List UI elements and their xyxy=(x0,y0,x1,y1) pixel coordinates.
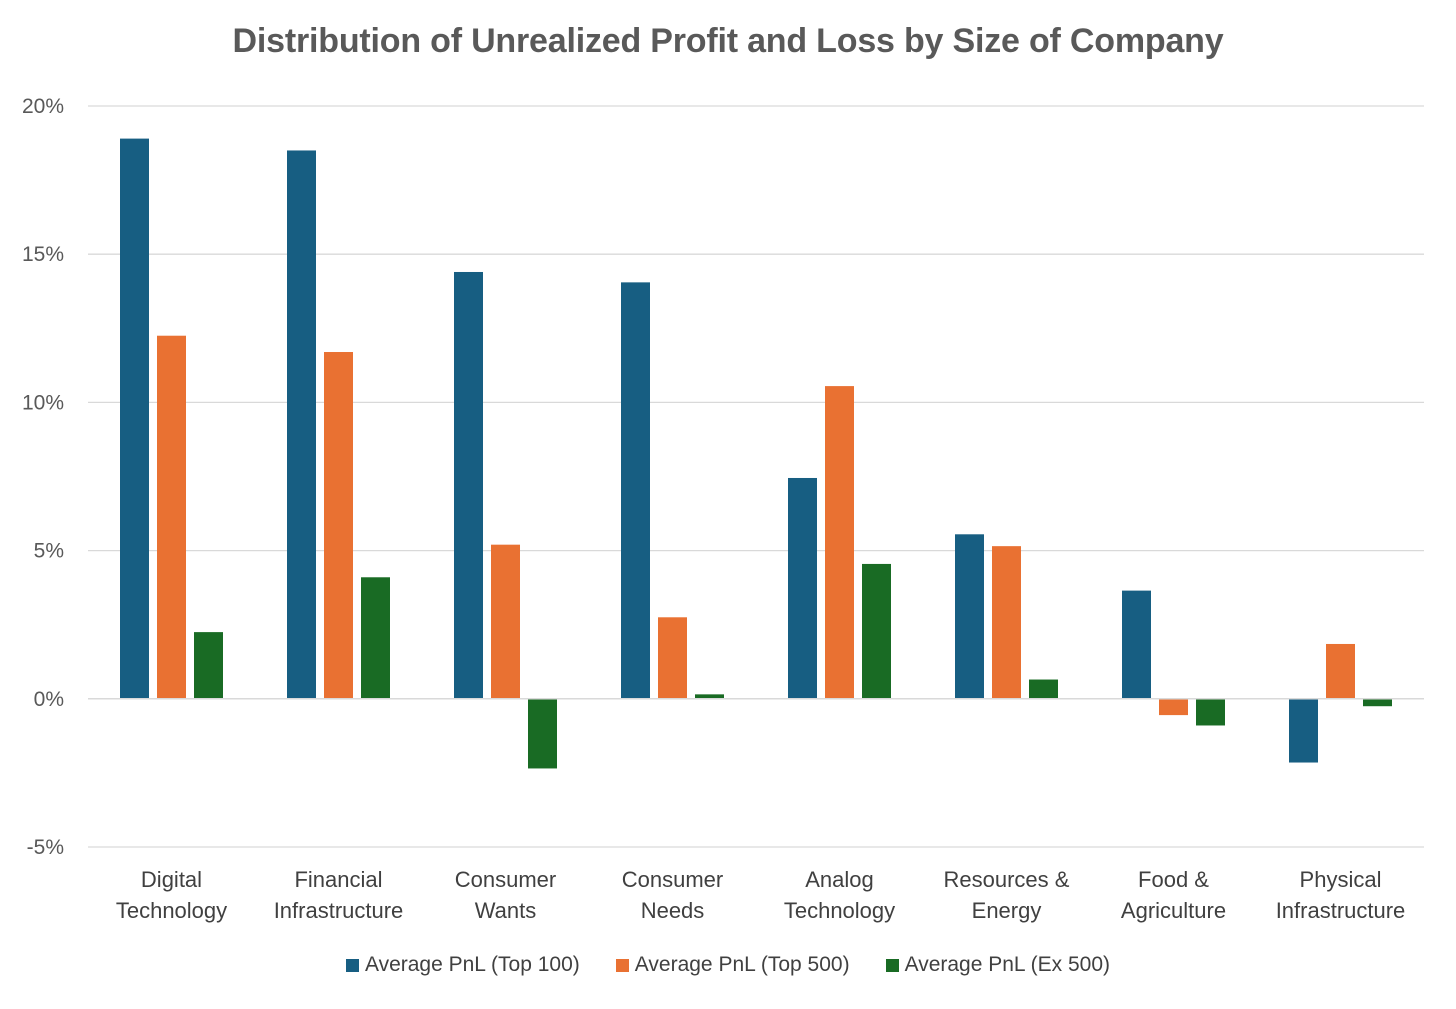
bar-series-3 xyxy=(1196,698,1225,726)
x-category-label: Financial Infrastructure xyxy=(274,867,404,923)
x-category-label: Food & Agriculture xyxy=(1121,867,1226,923)
bar-series-1 xyxy=(454,271,483,699)
bar-series-1 xyxy=(621,282,650,699)
bar-series-2 xyxy=(1159,698,1188,716)
x-category-label: Physical Infrastructure xyxy=(1276,867,1406,923)
bar-series-2 xyxy=(825,386,854,699)
chart-title: Distribution of Unrealized Profit and Lo… xyxy=(232,22,1224,60)
legend-swatch xyxy=(615,958,629,972)
bar-series-3 xyxy=(361,577,390,699)
bars xyxy=(120,138,1392,769)
y-tick-label: 5% xyxy=(34,540,64,563)
bar-series-2 xyxy=(491,544,520,699)
bar-series-1 xyxy=(955,534,984,699)
x-category-label: Consumer Needs xyxy=(622,867,723,923)
bar-series-2 xyxy=(157,335,186,699)
legend-label: Average PnL (Ex 500) xyxy=(904,953,1111,976)
legend: Average PnL (Top 100) Average PnL (Top 50… xyxy=(0,953,1456,977)
y-tick-label: 15% xyxy=(22,243,64,266)
bar-series-3 xyxy=(528,698,557,769)
y-tick-label: 0% xyxy=(34,688,64,711)
x-category-label: Digital Technology xyxy=(116,867,227,923)
x-category-label: Consumer Wants xyxy=(455,867,556,923)
legend-label: Average PnL (Top 500) xyxy=(634,953,850,976)
legend-item-series-3: Average PnL (Ex 500) xyxy=(885,953,1111,977)
bar-series-1 xyxy=(120,138,149,699)
x-axis-category-labels: Digital Technology Financial Infrastructure… xyxy=(116,867,1405,923)
legend-label: Average PnL (Top 100) xyxy=(364,953,580,976)
y-tick-label: 20% xyxy=(22,95,64,118)
bar-series-3 xyxy=(1363,698,1392,707)
y-tick-label: 10% xyxy=(22,391,64,414)
x-category-label: Resources & Energy xyxy=(944,867,1070,923)
bar-series-3 xyxy=(194,632,223,699)
bar-series-2 xyxy=(1326,643,1355,699)
bar-series-1 xyxy=(788,477,817,699)
bar-series-1 xyxy=(1289,698,1318,763)
legend-item-series-2: Average PnL (Top 500) xyxy=(615,953,850,977)
bar-series-3 xyxy=(862,563,891,699)
bar-series-2 xyxy=(324,352,353,699)
bar-series-2 xyxy=(658,617,687,699)
bar-series-2 xyxy=(992,546,1021,699)
bar-series-1 xyxy=(287,150,316,699)
bar-series-3 xyxy=(1029,679,1058,699)
legend-swatch xyxy=(345,958,359,972)
bar-series-3 xyxy=(695,694,724,699)
bar-series-1 xyxy=(1122,590,1151,699)
y-tick-label: -5% xyxy=(27,836,64,859)
legend-swatch xyxy=(885,958,899,972)
legend-item-series-1: Average PnL (Top 100) xyxy=(345,953,580,977)
y-axis-tick-labels: -5% 0% 5% 10% 15% 20% xyxy=(22,95,64,859)
x-category-label: Analog Technology xyxy=(784,867,895,923)
